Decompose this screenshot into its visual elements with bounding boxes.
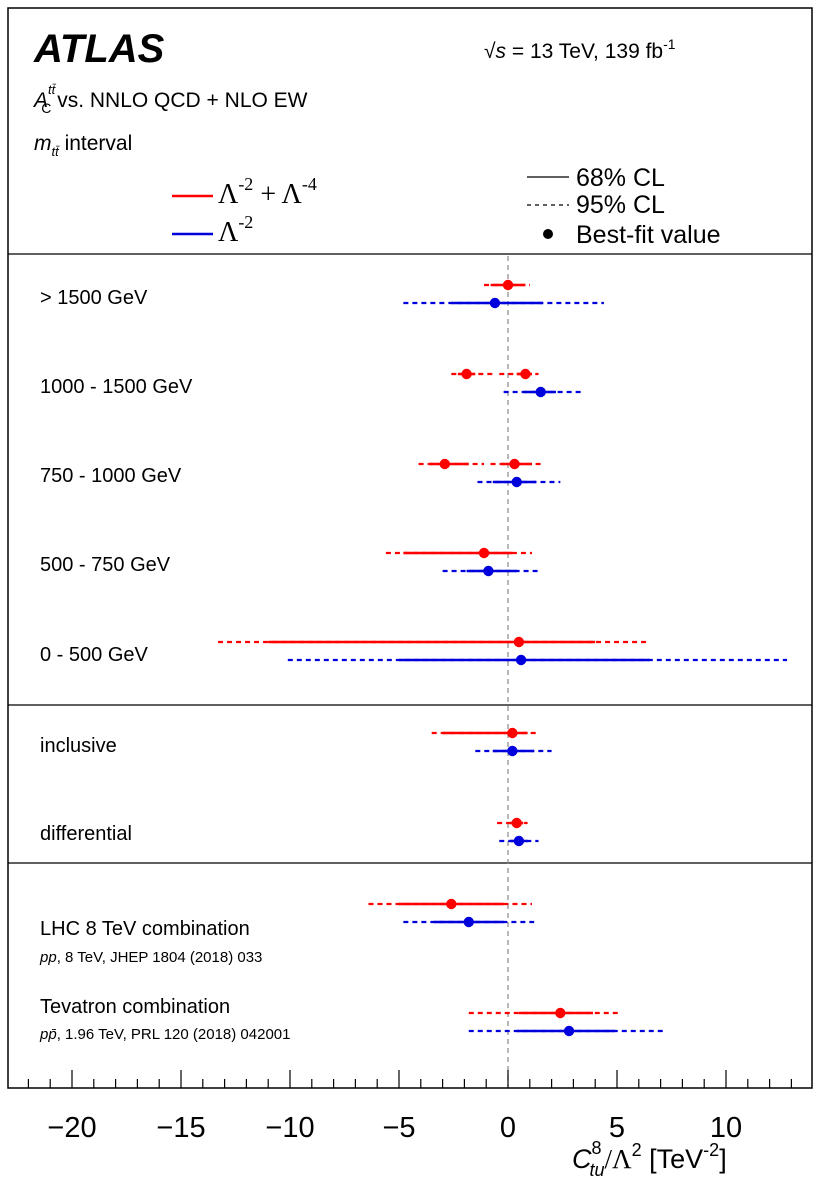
interval-label: mtt̄ interval bbox=[34, 132, 132, 159]
row-label-gt1500: > 1500 GeV bbox=[40, 287, 148, 309]
row-label-tevatron: Tevatron combination bbox=[40, 996, 230, 1018]
best-fit-point-red-differential-0 bbox=[511, 817, 522, 829]
observable-label: Att̄ C vs. NNLO QCD + NLO EW bbox=[32, 82, 308, 116]
best-fit-point-red-750-1000-gev-0 bbox=[439, 458, 450, 470]
row-label-0-500: 0 - 500 GeV bbox=[40, 644, 149, 666]
x-axis: −20 −15 −10 −5 0 5 10 bbox=[27, 1070, 793, 1144]
best-fit-point-red-1500-gev-0 bbox=[502, 279, 514, 291]
best-fit-point-blue-differential-0 bbox=[513, 835, 525, 847]
best-fit-point-blue-500-750-gev-0 bbox=[483, 565, 494, 577]
best-fit-point-blue-inclusive-0 bbox=[507, 745, 518, 757]
best-fit-point-red-tevatron-combination-0 bbox=[555, 1007, 566, 1019]
x-tick-label: 0 bbox=[500, 1112, 516, 1144]
x-tick-label: −15 bbox=[156, 1112, 205, 1144]
legend-cl95-label: 95% CL bbox=[576, 191, 665, 219]
x-axis-title: C8 tu/Λ2 [TeV-2] bbox=[572, 1138, 727, 1180]
legend-blue-label: Λ-2 bbox=[218, 212, 253, 248]
x-tick-label: 10 bbox=[710, 1112, 742, 1144]
best-fit-point-blue-1500-gev-0 bbox=[489, 297, 501, 309]
best-fit-point-blue-0-500-gev-0 bbox=[515, 654, 527, 666]
best-fit-point-blue-1000-1500-gev-0 bbox=[535, 386, 546, 398]
best-fit-point-red-1000-1500-gev-1 bbox=[520, 368, 531, 380]
best-fit-point-red-inclusive-0 bbox=[507, 727, 518, 739]
row-label-750-1000: 750 - 1000 GeV bbox=[40, 465, 182, 487]
best-fit-point-red-1000-1500-gev-0 bbox=[461, 368, 472, 380]
energy-lumi: √s = 13 TeV, 139 fb-1 bbox=[484, 36, 676, 63]
row-label-lhc8: LHC 8 TeV combination bbox=[40, 918, 250, 940]
row-sublabel-tevatron: pp̄, 1.96 TeV, PRL 120 (2018) 042001 bbox=[39, 1026, 290, 1043]
best-fit-point-blue-tevatron-combination-0 bbox=[563, 1025, 575, 1037]
best-fit-point-red-750-1000-gev-1 bbox=[509, 458, 520, 470]
legend-best-fit-dot bbox=[543, 229, 553, 239]
best-fit-point-red-500-750-gev-0 bbox=[478, 547, 490, 559]
row-sublabel-lhc8: pp, 8 TeV, JHEP 1804 (2018) 033 bbox=[39, 949, 262, 966]
best-fit-point-red-lhc-8-tev-combination-0 bbox=[446, 898, 457, 910]
x-tick-label: −5 bbox=[382, 1112, 415, 1144]
row-label-inclusive: inclusive bbox=[40, 735, 117, 757]
row-label-differential: differential bbox=[40, 823, 132, 845]
best-fit-point-blue-750-1000-gev-0 bbox=[511, 476, 522, 488]
row-label-1000-1500: 1000 - 1500 GeV bbox=[40, 376, 193, 398]
x-tick-label: −20 bbox=[47, 1112, 96, 1144]
best-fit-point-red-0-500-gev-0 bbox=[513, 636, 525, 648]
legend-best-fit-label: Best-fit value bbox=[576, 221, 721, 249]
x-tick-label: −10 bbox=[265, 1112, 314, 1144]
plot-frame bbox=[7, 7, 813, 1089]
interval-bars-layer bbox=[218, 279, 788, 1037]
best-fit-point-blue-lhc-8-tev-combination-0 bbox=[463, 916, 474, 928]
row-label-500-750: 500 - 750 GeV bbox=[40, 554, 171, 576]
atlas-label: ATLAS bbox=[33, 27, 165, 71]
x-tick-label: 5 bbox=[609, 1112, 625, 1144]
legend-cl68-label: 68% CL bbox=[576, 164, 665, 192]
legend-red-label: Λ-2 + Λ-4 bbox=[218, 174, 317, 210]
